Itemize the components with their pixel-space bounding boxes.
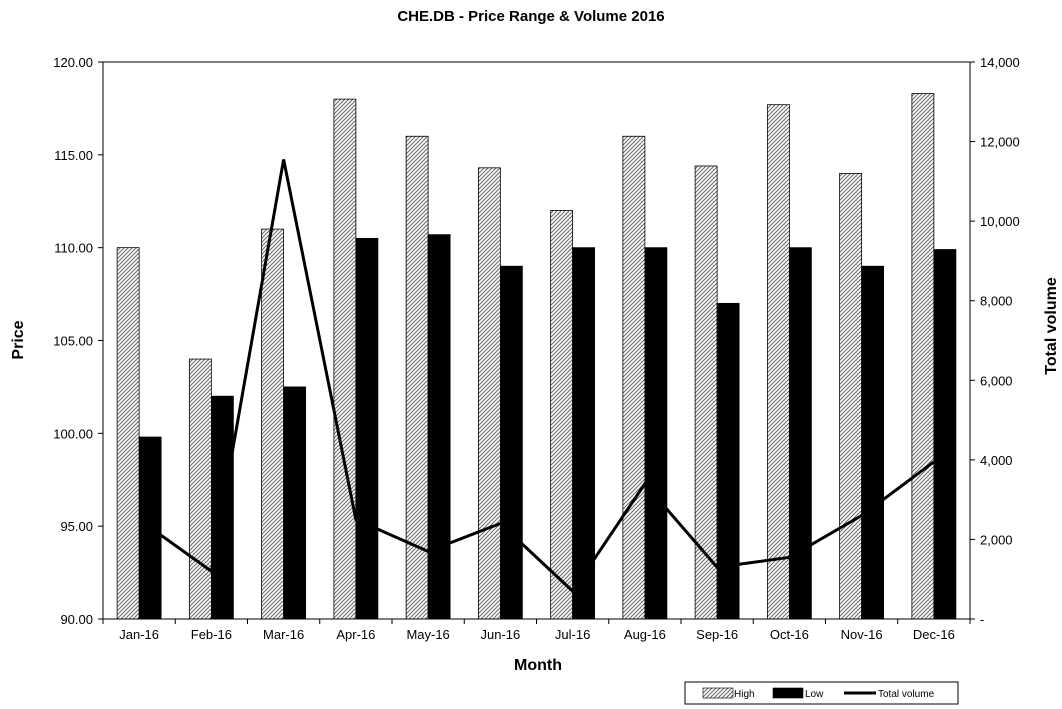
y2-tick-label: 4,000 <box>980 453 1013 468</box>
y2-tick-label: 8,000 <box>980 294 1013 309</box>
bar-high <box>694 165 718 620</box>
y-tick-label: 115.00 <box>54 148 93 163</box>
x-tick-label: May-16 <box>406 627 449 642</box>
bar-low <box>933 249 957 620</box>
bar-low <box>499 265 523 620</box>
y2-tick-label: - <box>980 612 984 627</box>
bar-low <box>427 234 451 620</box>
chart-title: CHE.DB - Price Range & Volume 2016 <box>397 8 664 25</box>
y-tick-label: 120.00 <box>53 55 93 70</box>
x-tick-label: Jan-16 <box>119 627 159 642</box>
bar-high <box>911 93 935 620</box>
bar-high <box>116 247 140 620</box>
y-tick-label: 90.00 <box>60 612 93 627</box>
plot-area: 90.00 95.00 100.00 105.00 110.00 115.00 120.00… <box>53 55 1020 642</box>
y-tick-label: 105.00 <box>53 334 93 349</box>
x-axis-title: Month <box>514 657 562 674</box>
legend-label-total-volume: Total volume <box>878 689 935 700</box>
bar-low <box>788 247 812 620</box>
y-tick-label: 100.00 <box>53 426 93 441</box>
bar-low <box>716 302 740 620</box>
x-tick-label: Jun-16 <box>481 627 521 642</box>
y-tick-label: 110.00 <box>54 241 93 256</box>
x-tick-label: Apr-16 <box>336 627 375 642</box>
bar-high <box>261 228 285 620</box>
y2-tick-label: 12,000 <box>980 135 1020 150</box>
x-tick-label: Nov-16 <box>841 627 883 642</box>
legend-swatch-low <box>772 687 804 699</box>
y-tick-label: 95.00 <box>60 519 93 534</box>
x-tick-label: Jul-16 <box>555 627 590 642</box>
x-tick-label: Feb-16 <box>191 627 232 642</box>
series-line-total-volume <box>138 159 935 594</box>
legend-swatch-high <box>702 687 734 699</box>
bar-high <box>550 210 574 620</box>
x-tick-label: Dec-16 <box>913 627 955 642</box>
x-tick-label: Mar-16 <box>263 627 304 642</box>
y2-tick-label: 6,000 <box>980 373 1013 388</box>
y2-axis-title: Total volume <box>1043 277 1060 375</box>
legend-label-high: High <box>734 689 755 700</box>
x-tick-label: Oct-16 <box>770 627 809 642</box>
legend: High Low Total volume <box>684 681 959 705</box>
x-tick-label: Aug-16 <box>624 627 666 642</box>
bar-low <box>861 265 885 620</box>
y2-tick-label: 10,000 <box>980 214 1020 229</box>
bar-high <box>622 135 646 620</box>
y-axis-title: Price <box>10 320 27 359</box>
x-tick-label: Sep-16 <box>696 627 738 642</box>
legend-label-low: Low <box>805 689 824 700</box>
bar-high <box>839 172 863 620</box>
bar-high <box>477 167 501 620</box>
bar-high <box>333 98 357 620</box>
bar-low <box>644 247 668 620</box>
legend-box <box>684 681 959 705</box>
bar-low <box>283 386 307 620</box>
bar-low <box>355 237 379 620</box>
bar-high <box>188 358 212 620</box>
bar-high <box>766 104 790 620</box>
y2-tick-label: 2,000 <box>980 532 1013 547</box>
y2-tick-label: 14,000 <box>980 55 1020 70</box>
